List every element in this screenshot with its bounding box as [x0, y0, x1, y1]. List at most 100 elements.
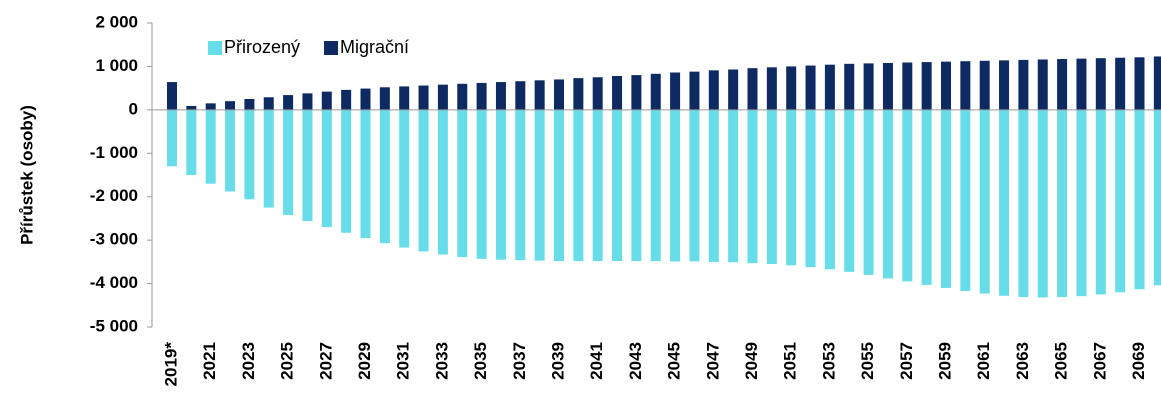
y-tick-label: 1 000: [95, 56, 138, 75]
bar: [225, 101, 236, 110]
bar: [1115, 57, 1126, 110]
bar: [747, 109, 758, 264]
bar: [399, 109, 410, 248]
x-tick-label: 2065: [1052, 342, 1071, 380]
bar: [360, 109, 371, 238]
x-tick-label: 2035: [471, 342, 490, 380]
x-tick-label: 2041: [587, 342, 606, 380]
x-tick-label: 2037: [510, 342, 529, 380]
bar: [244, 99, 255, 110]
bar: [728, 69, 739, 110]
x-tick-label: 2039: [548, 342, 567, 380]
bar: [999, 60, 1010, 110]
bar: [747, 68, 758, 110]
bar: [1134, 109, 1145, 290]
bar: [805, 65, 816, 110]
bar: [437, 84, 448, 110]
bar: [824, 64, 835, 110]
bar: [534, 109, 545, 261]
bar: [476, 109, 487, 259]
bar: [321, 91, 332, 110]
bar: [1153, 109, 1161, 286]
bar: [766, 109, 777, 265]
bar: [1095, 109, 1106, 295]
bar: [244, 109, 255, 200]
bar: [186, 105, 197, 110]
bar: [941, 109, 951, 288]
legend-label: Migrační: [340, 37, 409, 57]
y-tick-label: -4 000: [90, 273, 138, 292]
bar: [631, 109, 642, 261]
bar: [263, 97, 274, 110]
bar: [534, 80, 545, 110]
bar: [882, 62, 893, 110]
bar: [399, 86, 410, 110]
bar: [612, 75, 623, 110]
bar: [515, 109, 526, 261]
y-tick-label: -1 000: [90, 143, 138, 162]
bar: [631, 75, 642, 110]
bar: [167, 82, 177, 110]
bar: [844, 109, 855, 272]
bar: [341, 109, 352, 233]
bar: [1018, 109, 1029, 298]
x-tick-label: 2025: [278, 342, 297, 380]
bar: [670, 109, 681, 262]
bar: [205, 103, 216, 110]
bar: [1037, 59, 1048, 110]
x-tick-label: 2061: [974, 342, 993, 380]
x-tick-label: 2047: [703, 342, 722, 380]
bar: [670, 72, 681, 110]
bar: [302, 109, 313, 222]
x-tick-label: 2023: [239, 342, 258, 380]
bar: [554, 109, 564, 261]
bar: [592, 109, 603, 261]
bar: [554, 79, 564, 110]
legend-swatch: [324, 41, 339, 55]
bar: [167, 109, 177, 167]
bar: [283, 109, 294, 215]
bar: [263, 109, 274, 208]
bar: [786, 109, 797, 266]
bar: [379, 109, 390, 244]
bar: [1018, 59, 1029, 110]
x-tick-label: 2067: [1090, 342, 1109, 380]
bar: [689, 109, 700, 262]
bar: [979, 109, 990, 294]
bar: [921, 62, 932, 110]
y-tick-label: 0: [129, 99, 138, 118]
bar: [805, 109, 816, 268]
y-tick-label: -2 000: [90, 186, 138, 205]
x-tick-label: 2057: [897, 342, 916, 380]
bar: [650, 109, 661, 261]
bar: [824, 109, 835, 270]
x-tick-label: 2045: [665, 342, 684, 380]
bar: [495, 109, 506, 260]
x-tick-label: 2019*: [161, 342, 180, 387]
bar: [960, 61, 971, 110]
bar: [650, 73, 661, 110]
legend-swatch: [208, 41, 222, 55]
y-tick-label: -3 000: [90, 230, 138, 249]
bar: [457, 83, 468, 110]
bar: [882, 109, 893, 279]
bar: [708, 109, 719, 262]
bar: [1076, 58, 1087, 110]
bar: [476, 82, 487, 110]
bar: [283, 95, 294, 110]
bar: [766, 67, 777, 110]
bar: [689, 71, 700, 110]
bar: [360, 88, 371, 110]
x-tick-label: 2043: [626, 342, 645, 380]
bar: [728, 109, 739, 263]
bar: [302, 93, 313, 110]
x-tick-label: 2051: [781, 342, 800, 380]
x-tick-label: 2029: [355, 342, 374, 380]
x-tick-label: 2033: [432, 342, 451, 380]
y-axis-label: Přírůstek (osoby): [17, 105, 36, 245]
bar: [205, 109, 216, 184]
bar: [1057, 59, 1068, 110]
bar: [863, 109, 874, 275]
bar: [844, 63, 855, 110]
